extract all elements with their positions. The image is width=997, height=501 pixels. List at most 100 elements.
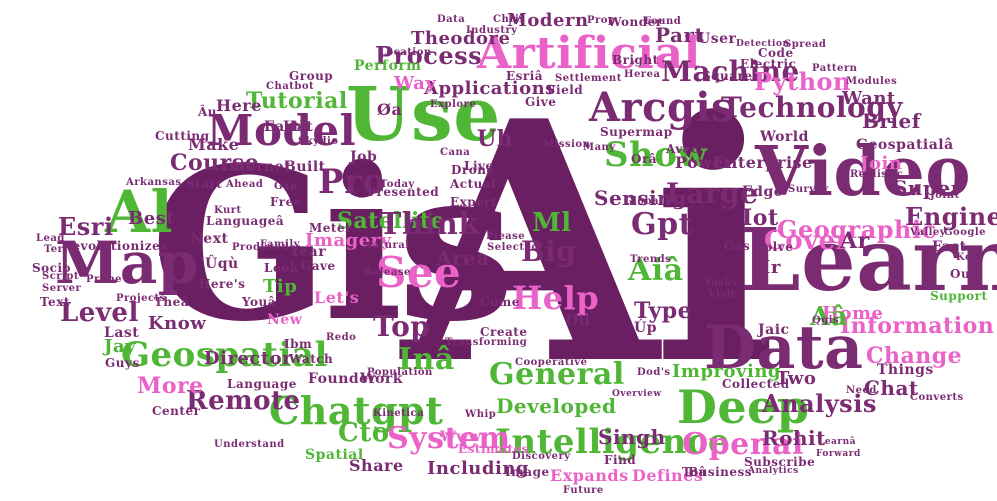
- word-language: Language: [227, 377, 297, 391]
- word-explore: Explore: [430, 99, 477, 110]
- word-singh: Singh: [598, 425, 666, 449]
- word-use: Use: [346, 72, 501, 158]
- word-discovery: Discovery: [512, 451, 571, 462]
- word-jaic: Jaic: [758, 322, 790, 338]
- word-last: Last: [104, 325, 140, 341]
- word-youa: Youâ: [242, 295, 277, 309]
- word-found: Found: [644, 16, 682, 27]
- word-world: World: [760, 129, 809, 145]
- word-up: Úp: [634, 320, 657, 336]
- word-learna: Learnâ: [818, 437, 857, 447]
- word-pattern: Pattern: [812, 63, 858, 74]
- word-uh: Uh: [477, 126, 514, 152]
- word-python: Python: [754, 67, 851, 96]
- word-ora: Orâ: [631, 152, 658, 166]
- word-show: Show: [604, 135, 708, 175]
- word-expert: Expert: [450, 195, 498, 209]
- word-geospatial: Geospatial: [121, 335, 328, 375]
- word-ir: Ir: [762, 257, 781, 278]
- word-home: Home: [822, 303, 884, 324]
- word-understand: Understand: [214, 439, 285, 450]
- word-skydio: Skydio: [298, 136, 339, 147]
- word-actual: Actual: [450, 177, 497, 191]
- word-many: Many: [583, 142, 616, 153]
- word-bright: Bright: [612, 53, 659, 67]
- word-aia: Aiâ: [628, 253, 684, 288]
- word-script: Script: [42, 271, 79, 282]
- word-pro: Pro: [318, 162, 386, 202]
- word-gave: Gave: [301, 259, 336, 273]
- word-need: Need: [846, 385, 877, 396]
- word-give: Give: [525, 95, 557, 109]
- word-cover: Cover: [764, 226, 850, 256]
- word-edge: Edge: [742, 184, 784, 200]
- word-machine: Machine: [661, 55, 800, 88]
- word-earth: Earth: [264, 119, 311, 135]
- word-find: Find: [604, 453, 637, 467]
- word-things: Things: [877, 362, 934, 378]
- word-center: Center: [152, 404, 201, 418]
- word-prop: Prop: [587, 15, 616, 26]
- word-latest: Ahead: [226, 179, 264, 190]
- word-oil: Oil: [566, 313, 591, 329]
- word-solve: Solve: [755, 240, 794, 254]
- word-forward: Forward: [816, 449, 861, 459]
- word-realistic: Realistic: [850, 169, 904, 180]
- word-type: Type: [634, 298, 693, 324]
- word-cooperative: Cooperative: [515, 357, 588, 368]
- word-business: Business: [688, 465, 753, 479]
- word-more: More: [137, 373, 204, 399]
- word-developed: Developed: [496, 394, 617, 418]
- word-support: Support: [930, 289, 988, 303]
- word-selected: Selected: [487, 242, 539, 253]
- word-code: Code: [758, 46, 794, 60]
- word-qgis: Qgis: [812, 315, 840, 326]
- word-modern: Modern: [507, 10, 589, 31]
- word-next: Next: [190, 231, 229, 247]
- word-trends: Trends: [630, 254, 672, 265]
- word-global: Global: [624, 196, 664, 207]
- word-share: Share: [349, 456, 404, 475]
- word-process: Process: [375, 41, 483, 70]
- word-satellite: Satellite: [337, 208, 446, 234]
- word-ahead: Gap: [274, 181, 298, 192]
- word-chris: Chris: [493, 14, 526, 25]
- word-free: Free: [270, 195, 302, 209]
- word-tasks: Tasks: [704, 277, 738, 288]
- word-various: Arkansas: [126, 177, 182, 188]
- word-settlement: Settlement: [555, 73, 622, 84]
- word-text: Text: [40, 295, 70, 309]
- word-arkansas: Whip: [465, 409, 497, 420]
- word-user: User: [698, 31, 737, 47]
- word-data-small: Data: [437, 14, 466, 25]
- word-artificial: Artificial: [477, 28, 701, 79]
- word-google: Google: [944, 227, 987, 238]
- word-family: Family: [260, 239, 301, 250]
- word-square: Square: [702, 69, 753, 83]
- word-remote: Remote: [186, 386, 301, 416]
- word-today: Today: [380, 179, 415, 190]
- word-industry: Industry: [466, 25, 518, 36]
- word-including: Including: [427, 458, 529, 479]
- word-map: Map: [55, 229, 199, 297]
- word-terry: Terry: [44, 244, 76, 255]
- word-know: Know: [148, 313, 207, 334]
- word-intelligence: Intelligence: [495, 422, 731, 462]
- word-model: Model: [207, 106, 357, 155]
- word-here: Here: [216, 96, 262, 115]
- word-gpt: Gpt: [631, 207, 693, 242]
- word-projects: Projects: [116, 293, 166, 304]
- word-iot: Iot: [742, 205, 779, 231]
- word-geospatiala: Geospatialâ: [856, 137, 954, 153]
- word-key: Key: [956, 252, 979, 263]
- word-defines: Defines: [632, 466, 704, 485]
- word-enterprise: Enterprise: [713, 153, 813, 172]
- word-engine: Engine: [905, 202, 997, 231]
- word-expands: Expands: [550, 466, 629, 485]
- word-new: New: [267, 312, 303, 328]
- word-avec: Avec: [666, 142, 699, 156]
- word-future: Future: [563, 485, 604, 496]
- word-image: Image: [505, 465, 550, 479]
- word-www: Www: [440, 429, 482, 445]
- word-tip: Tip: [263, 276, 298, 297]
